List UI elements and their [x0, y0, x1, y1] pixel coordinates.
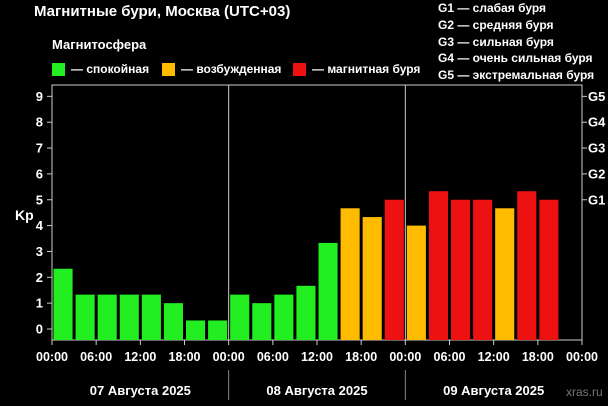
kp-bar — [384, 199, 404, 340]
y-tick-label: 0 — [36, 322, 43, 337]
chart-title: Магнитные бури, Москва (UTC+03) — [34, 3, 291, 20]
x-tick-label: 00:00 — [213, 350, 245, 364]
kp-bar — [75, 294, 95, 340]
x-tick-label: 06:00 — [257, 350, 289, 364]
y-axis-label: Kp — [15, 207, 34, 223]
y-tick-label: 6 — [36, 166, 43, 181]
storm-level-g5: G5 — экстремальная буря — [438, 68, 595, 83]
kp-bar — [428, 191, 448, 340]
y-tick-label: 8 — [36, 115, 43, 130]
x-tick-label: 12:00 — [124, 350, 156, 364]
kp-bar — [119, 294, 139, 340]
x-tick-label: 18:00 — [522, 350, 554, 364]
storm-level-g1: G1 — слабая буря — [438, 1, 547, 15]
kp-bar — [230, 294, 250, 340]
x-tick-label: 06:00 — [80, 350, 112, 364]
day-label: 07 Августа 2025 — [90, 383, 191, 398]
g-tick-label: G4 — [588, 115, 606, 130]
legend-swatch-quiet — [52, 63, 65, 76]
storm-level-g4: G4 — очень сильная буря — [438, 51, 593, 66]
kp-bar — [495, 208, 515, 340]
x-tick-label: 00:00 — [389, 350, 421, 364]
kp-bar — [517, 191, 537, 340]
watermark: xras.ru — [566, 385, 603, 399]
kp-bar — [274, 294, 294, 340]
g-tick-label: G3 — [588, 141, 605, 156]
y-tick-label: 4 — [36, 218, 44, 233]
x-tick-label: 00:00 — [36, 350, 68, 364]
kp-bar — [163, 303, 183, 340]
g-tick-label: G5 — [588, 89, 605, 104]
kp-bar — [473, 199, 493, 340]
magnetosphere-title: Магнитосфера — [52, 37, 147, 52]
g-tick-label: G2 — [588, 166, 605, 181]
kp-bar — [539, 199, 559, 340]
y-tick-label: 9 — [36, 89, 43, 104]
legend-label-storm: — магнитная буря — [312, 62, 421, 76]
day-label: 08 Августа 2025 — [266, 383, 367, 398]
x-tick-label: 00:00 — [566, 350, 598, 364]
kp-bar — [340, 208, 360, 340]
kp-bar — [296, 285, 316, 340]
y-tick-label: 1 — [36, 296, 43, 311]
kp-bar — [186, 320, 206, 340]
kp-bar — [97, 294, 117, 340]
y-tick-label: 2 — [36, 270, 43, 285]
kp-bar — [252, 303, 272, 340]
storm-level-list: G1 — слабая буря G2 — средняя буря G3 — … — [438, 0, 594, 84]
kp-bar — [406, 225, 426, 340]
legend-label-active: — возбужденная — [181, 62, 282, 76]
kp-bar — [53, 268, 73, 340]
legend-swatch-active — [162, 63, 175, 76]
x-tick-label: 18:00 — [345, 350, 377, 364]
x-tick-label: 18:00 — [169, 350, 201, 364]
y-tick-label: 7 — [36, 141, 43, 156]
y-tick-label: 5 — [36, 192, 43, 207]
g-tick-label: G1 — [588, 192, 605, 207]
day-label: 09 Августа 2025 — [443, 383, 544, 398]
legend-label-quiet: — спокойная — [71, 62, 150, 76]
kp-bar — [208, 320, 228, 340]
legend-swatch-storm — [293, 63, 306, 76]
x-tick-label: 06:00 — [434, 350, 466, 364]
x-tick-label: 12:00 — [301, 350, 333, 364]
kp-bar — [141, 294, 161, 340]
x-tick-label: 12:00 — [478, 350, 510, 364]
storm-level-g3: G3 — сильная буря — [438, 34, 554, 49]
storm-level-g2: G2 — средняя буря — [438, 17, 554, 32]
kp-bar — [318, 242, 338, 340]
kp-bar — [451, 199, 471, 340]
y-tick-label: 3 — [36, 244, 43, 259]
kp-bar — [362, 217, 382, 340]
